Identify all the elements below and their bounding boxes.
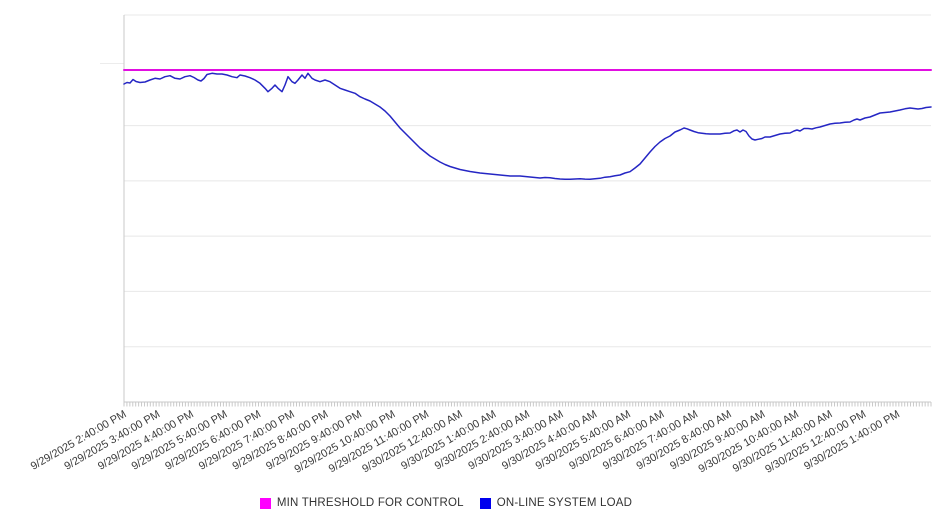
legend: MIN THRESHOLD FOR CONTROL ON-LINE SYSTEM… [0, 497, 919, 509]
legend-item-min-threshold[interactable]: MIN THRESHOLD FOR CONTROL [259, 497, 464, 509]
legend-swatch-min-threshold-icon [259, 497, 271, 509]
legend-item-online-system-load[interactable]: ON-LINE SYSTEM LOAD [479, 497, 633, 509]
legend-label-online-system-load: ON-LINE SYSTEM LOAD [496, 497, 633, 509]
legend-label-min-threshold: MIN THRESHOLD FOR CONTROL [276, 497, 464, 509]
series-line-online-system-load [123, 72, 932, 181]
legend-swatch-online-system-load-icon [479, 497, 491, 509]
